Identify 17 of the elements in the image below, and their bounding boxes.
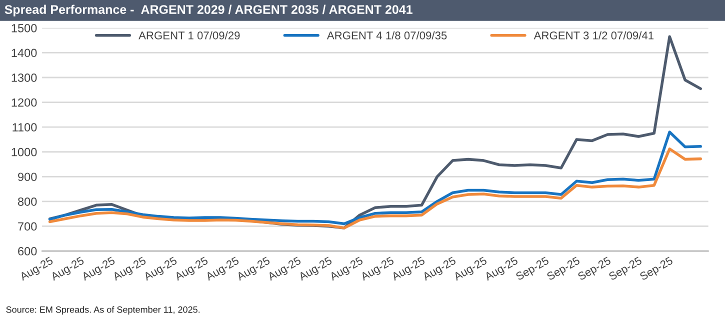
y-tick-label: 700 xyxy=(18,222,37,231)
y-tick-label: 800 xyxy=(18,197,37,206)
y-tick-label: 1400 xyxy=(12,48,37,58)
source-note: Source: EM Spreads. As of September 11, 2025. xyxy=(6,306,200,315)
y-tick-label: 1200 xyxy=(12,98,37,107)
y-tick-label: 1000 xyxy=(12,148,37,156)
line-series xyxy=(48,148,702,230)
y-tick-label: 900 xyxy=(18,172,37,182)
legend-label: ARGENT 4 1/8 07/09/35 xyxy=(326,31,447,40)
y-tick-label: 600 xyxy=(18,247,37,256)
line-series xyxy=(48,130,702,226)
y-tick-label: 1500 xyxy=(12,24,37,32)
legend-label: ARGENT 3 1/2 07/09/41 xyxy=(534,31,654,40)
legend-label: ARGENT 1 07/09/29 xyxy=(138,31,240,40)
y-tick-label: 1300 xyxy=(12,74,37,82)
chart-title: Spread Performance - ARGENT 2029 / ARGENT 2035 / ARGENT 2041 xyxy=(4,4,412,16)
y-tick-label: 1100 xyxy=(12,123,37,132)
